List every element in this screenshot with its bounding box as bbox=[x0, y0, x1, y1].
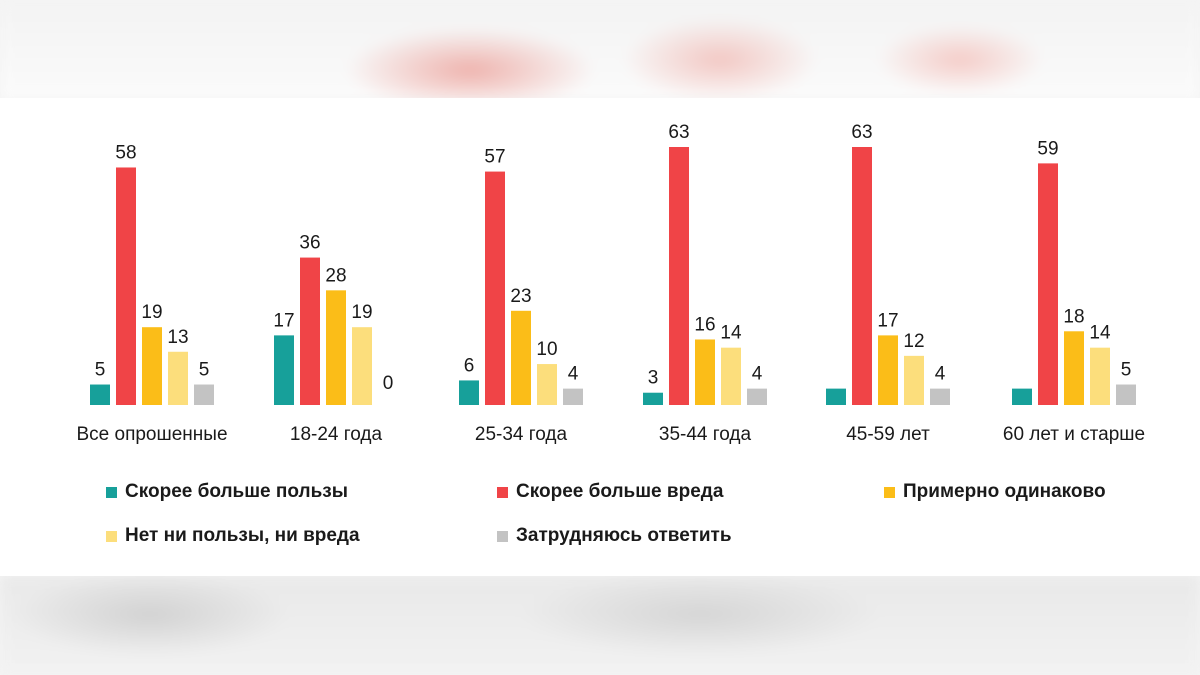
bar-more-harm-group-3 bbox=[485, 171, 505, 405]
value-label-more-harm-group-1: 58 bbox=[115, 142, 136, 163]
bar-more-benefit-group-1 bbox=[90, 384, 110, 405]
value-label-more-harm-group-3: 57 bbox=[484, 147, 505, 168]
category-label-2: 18-24 года bbox=[290, 424, 383, 445]
value-label-hard-to-say-group-2: 0 bbox=[383, 373, 394, 394]
category-label-6: 60 лет и старше bbox=[1003, 424, 1145, 445]
bar-neither-group-4 bbox=[721, 347, 741, 405]
value-label-neither-group-3: 10 bbox=[536, 339, 557, 360]
value-label-more-benefit-group-1: 5 bbox=[95, 360, 106, 381]
value-label-hard-to-say-group-1: 5 bbox=[199, 360, 210, 381]
value-label-about-equal-group-1: 19 bbox=[141, 302, 162, 323]
value-label-neither-group-1: 13 bbox=[167, 327, 188, 348]
bar-neither-group-2 bbox=[352, 327, 372, 405]
value-label-neither-group-2: 19 bbox=[351, 302, 372, 323]
value-label-about-equal-group-6: 18 bbox=[1063, 306, 1084, 327]
bar-about-equal-group-1 bbox=[142, 327, 162, 405]
value-label-more-benefit-group-4: 3 bbox=[648, 368, 659, 389]
bar-hard-to-say-group-3 bbox=[563, 388, 583, 405]
value-label-neither-group-4: 14 bbox=[720, 323, 742, 344]
value-label-about-equal-group-2: 28 bbox=[325, 265, 346, 286]
value-label-hard-to-say-group-4: 4 bbox=[752, 364, 763, 385]
bar-hard-to-say-group-5 bbox=[930, 388, 950, 405]
value-label-more-benefit-group-2: 17 bbox=[273, 310, 294, 331]
value-label-more-harm-group-6: 59 bbox=[1037, 138, 1058, 159]
bar-hard-to-say-group-1 bbox=[194, 384, 214, 405]
value-label-more-harm-group-5: 63 bbox=[851, 122, 872, 143]
value-label-about-equal-group-4: 16 bbox=[694, 314, 715, 335]
value-label-more-benefit-group-3: 6 bbox=[464, 355, 475, 376]
value-label-neither-group-6: 14 bbox=[1089, 323, 1111, 344]
bar-hard-to-say-group-6 bbox=[1116, 384, 1136, 405]
value-label-about-equal-group-5: 17 bbox=[877, 310, 898, 331]
category-labels-layer: Все опрошенные 18-24 года 25-34 года 35-44 … bbox=[76, 424, 1145, 445]
bar-more-harm-group-5 bbox=[852, 147, 872, 405]
bar-neither-group-5 bbox=[904, 355, 924, 405]
bars-layer bbox=[90, 147, 1136, 405]
bar-more-benefit-group-3 bbox=[459, 380, 479, 405]
blurred-background-top bbox=[0, 0, 1200, 100]
bar-about-equal-group-5 bbox=[878, 335, 898, 405]
bar-about-equal-group-4 bbox=[695, 339, 715, 405]
bar-neither-group-6 bbox=[1090, 347, 1110, 405]
category-label-5: 45-59 лет bbox=[846, 424, 930, 445]
category-label-3: 25-34 года bbox=[475, 424, 568, 445]
bar-about-equal-group-3 bbox=[511, 310, 531, 405]
bar-more-harm-group-2 bbox=[300, 257, 320, 405]
value-label-more-harm-group-2: 36 bbox=[299, 233, 320, 254]
value-label-hard-to-say-group-6: 5 bbox=[1121, 360, 1132, 381]
bar-more-benefit-group-2 bbox=[274, 335, 294, 405]
bar-hard-to-say-group-4 bbox=[747, 388, 767, 405]
bar-more-benefit-group-6 bbox=[1012, 388, 1032, 405]
bar-more-harm-group-1 bbox=[116, 167, 136, 405]
chart-panel bbox=[0, 98, 1200, 576]
bar-more-harm-group-6 bbox=[1038, 163, 1058, 405]
value-label-hard-to-say-group-5: 4 bbox=[935, 364, 946, 385]
bar-about-equal-group-6 bbox=[1064, 331, 1084, 405]
blurred-background-bottom bbox=[0, 575, 1200, 675]
bar-more-harm-group-4 bbox=[669, 147, 689, 405]
bar-more-benefit-group-4 bbox=[643, 392, 663, 405]
value-label-about-equal-group-3: 23 bbox=[510, 286, 531, 307]
value-label-more-harm-group-4: 63 bbox=[668, 122, 689, 143]
category-label-4: 35-44 года bbox=[659, 424, 752, 445]
value-label-hard-to-say-group-3: 4 bbox=[568, 364, 579, 385]
bar-about-equal-group-2 bbox=[326, 290, 346, 405]
value-label-neither-group-5: 12 bbox=[903, 331, 924, 352]
bar-neither-group-1 bbox=[168, 351, 188, 405]
bar-neither-group-3 bbox=[537, 364, 557, 405]
bar-more-benefit-group-5 bbox=[826, 388, 846, 405]
category-label-1: Все опрошенные bbox=[76, 424, 227, 445]
